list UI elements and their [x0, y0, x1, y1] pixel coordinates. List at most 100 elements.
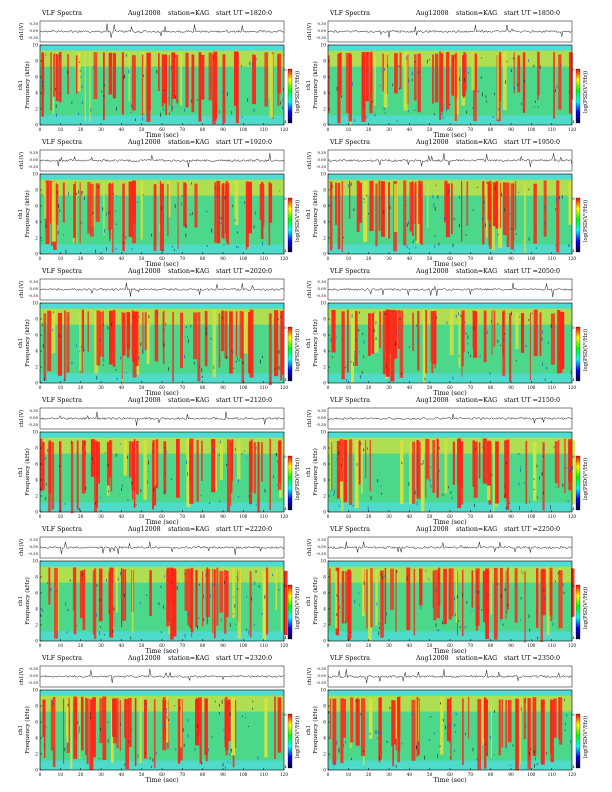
- spectrogram-speck: [229, 762, 231, 764]
- spectrogram-burst: [416, 180, 419, 244]
- x-tick-label: 90: [508, 515, 514, 520]
- spectrogram-burst: [492, 182, 497, 227]
- spectrogram-burst: [478, 442, 481, 479]
- spectrogram-bottom-band: [40, 502, 284, 512]
- spectrogram-speck: [485, 95, 487, 98]
- spectrogram-burst: [173, 569, 177, 636]
- x-tick-label: 60: [159, 257, 165, 262]
- spectrogram-speck: [438, 446, 440, 450]
- spectrogram-speck: [206, 210, 208, 213]
- spectrogram-burst: [124, 698, 127, 738]
- spectrogram-speck: [123, 241, 125, 244]
- spectrogram-speck: [77, 720, 79, 724]
- y-tick-label: 0: [323, 511, 326, 516]
- spectrogram-speck: [536, 762, 538, 765]
- x-tick-label: 30: [386, 644, 392, 649]
- spectrogram-speck: [542, 362, 543, 367]
- spectrogram-speck: [142, 349, 144, 353]
- spectrogram-burst: [64, 310, 66, 381]
- spectrogram-speck: [224, 736, 226, 739]
- spectrogram-speck: [413, 239, 414, 243]
- spectrogram-speck: [165, 450, 167, 454]
- spectrogram-speck: [259, 359, 261, 364]
- x-tick-label: 30: [386, 773, 392, 778]
- x-tick-label: 100: [527, 257, 535, 262]
- spectrogram-burst: [131, 568, 134, 633]
- spectrogram-speck: [203, 594, 204, 599]
- spectrogram-speck: [340, 464, 342, 467]
- spectrogram-burst: [241, 312, 245, 384]
- spectrogram-speck: [69, 579, 71, 582]
- spectrogram-burst: [393, 310, 398, 359]
- spectrogram-speck: [524, 482, 526, 484]
- spectrogram-speck: [257, 756, 259, 760]
- spectrogram-speck: [349, 576, 351, 579]
- spectrogram-speck: [142, 117, 144, 121]
- spectrogram-speck: [130, 727, 132, 730]
- spectrogram-burst: [208, 52, 213, 101]
- spectrogram-speck: [345, 621, 347, 624]
- spectrogram-speck: [93, 65, 95, 69]
- spectrogram-speck: [370, 496, 372, 500]
- spectrogram-speck: [503, 338, 505, 342]
- x-axis-label: Time (sec): [145, 132, 178, 139]
- spectrogram-burst: [517, 55, 521, 93]
- x-tick-label: 30: [98, 515, 104, 520]
- spectrogram-speck: [264, 595, 266, 599]
- spectrogram-burst: [571, 568, 575, 617]
- spectrogram-speck: [466, 110, 467, 114]
- spectrogram-burst: [191, 55, 195, 104]
- spectrogram-speck: [450, 723, 451, 727]
- spectrogram-speck: [558, 571, 560, 573]
- spectrogram-speck: [420, 185, 422, 189]
- spectrogram-speck: [126, 455, 128, 459]
- waveform-ylabel: ch1(V): [18, 281, 25, 298]
- spectrogram-speck: [233, 596, 235, 598]
- waveform-ylabel: ch1(V): [306, 23, 313, 40]
- waveform-tick-label: -0.30: [28, 422, 38, 427]
- spectrogram-burst: [571, 440, 576, 504]
- colorbar-tick-label: -4: [283, 765, 286, 769]
- spectrogram-speck: [500, 620, 501, 622]
- spectrogram-speck: [378, 631, 380, 636]
- spectrogram-speck: [197, 99, 198, 101]
- spectrogram-speck: [218, 711, 220, 715]
- spectrogram-burst: [133, 438, 136, 509]
- x-tick-label: 10: [58, 386, 64, 391]
- spectrogram-speck: [506, 611, 508, 613]
- spectrogram-burst: [268, 183, 273, 223]
- spectrogram-burst: [568, 52, 572, 114]
- x-tick-label: 120: [280, 128, 288, 133]
- spectrogram-speck: [509, 213, 511, 215]
- y-tick-label: 10: [33, 173, 39, 178]
- spectrogram-speck: [560, 64, 562, 67]
- spectrogram-speck: [221, 217, 222, 219]
- waveform-tick-label: 0.30: [318, 666, 327, 671]
- x-tick-label: 40: [407, 515, 413, 520]
- spectrogram-burst: [369, 440, 371, 492]
- spectrogram-burst: [237, 569, 241, 639]
- spectrogram-burst: [180, 312, 184, 369]
- colorbar-tick-label: 0: [572, 584, 574, 588]
- spectrogram-burst: [264, 52, 269, 107]
- spectrogram-burst: [50, 180, 52, 224]
- spectrogram-burst: [446, 52, 450, 110]
- y-tick-label: 0: [35, 253, 38, 258]
- spectrogram-speck: [197, 625, 199, 629]
- spectrogram-speck: [219, 703, 220, 707]
- spectrogram-panel-2350-0: VLF Spectra Aug12008 station=KAG start UT =…: [306, 655, 589, 784]
- spectrogram-burst: [66, 699, 69, 743]
- spectrogram-channel-label: ch1: [306, 338, 312, 348]
- spectrogram-speck: [358, 592, 360, 595]
- x-tick-label: 10: [346, 128, 352, 133]
- x-axis-label: Time (sec): [433, 261, 466, 268]
- spectrogram-burst: [348, 53, 352, 115]
- spectrogram-burst: [356, 440, 359, 478]
- spectrogram-speck: [205, 573, 207, 577]
- spectrogram-burst: [335, 182, 337, 225]
- spectrogram-ylabel: Frequency (kHz): [312, 190, 319, 238]
- waveform-tick-label: -0.30: [28, 680, 38, 685]
- spectrogram-speck: [222, 89, 224, 93]
- spectrogram-burst: [79, 313, 81, 375]
- spectrogram-burst: [206, 567, 209, 625]
